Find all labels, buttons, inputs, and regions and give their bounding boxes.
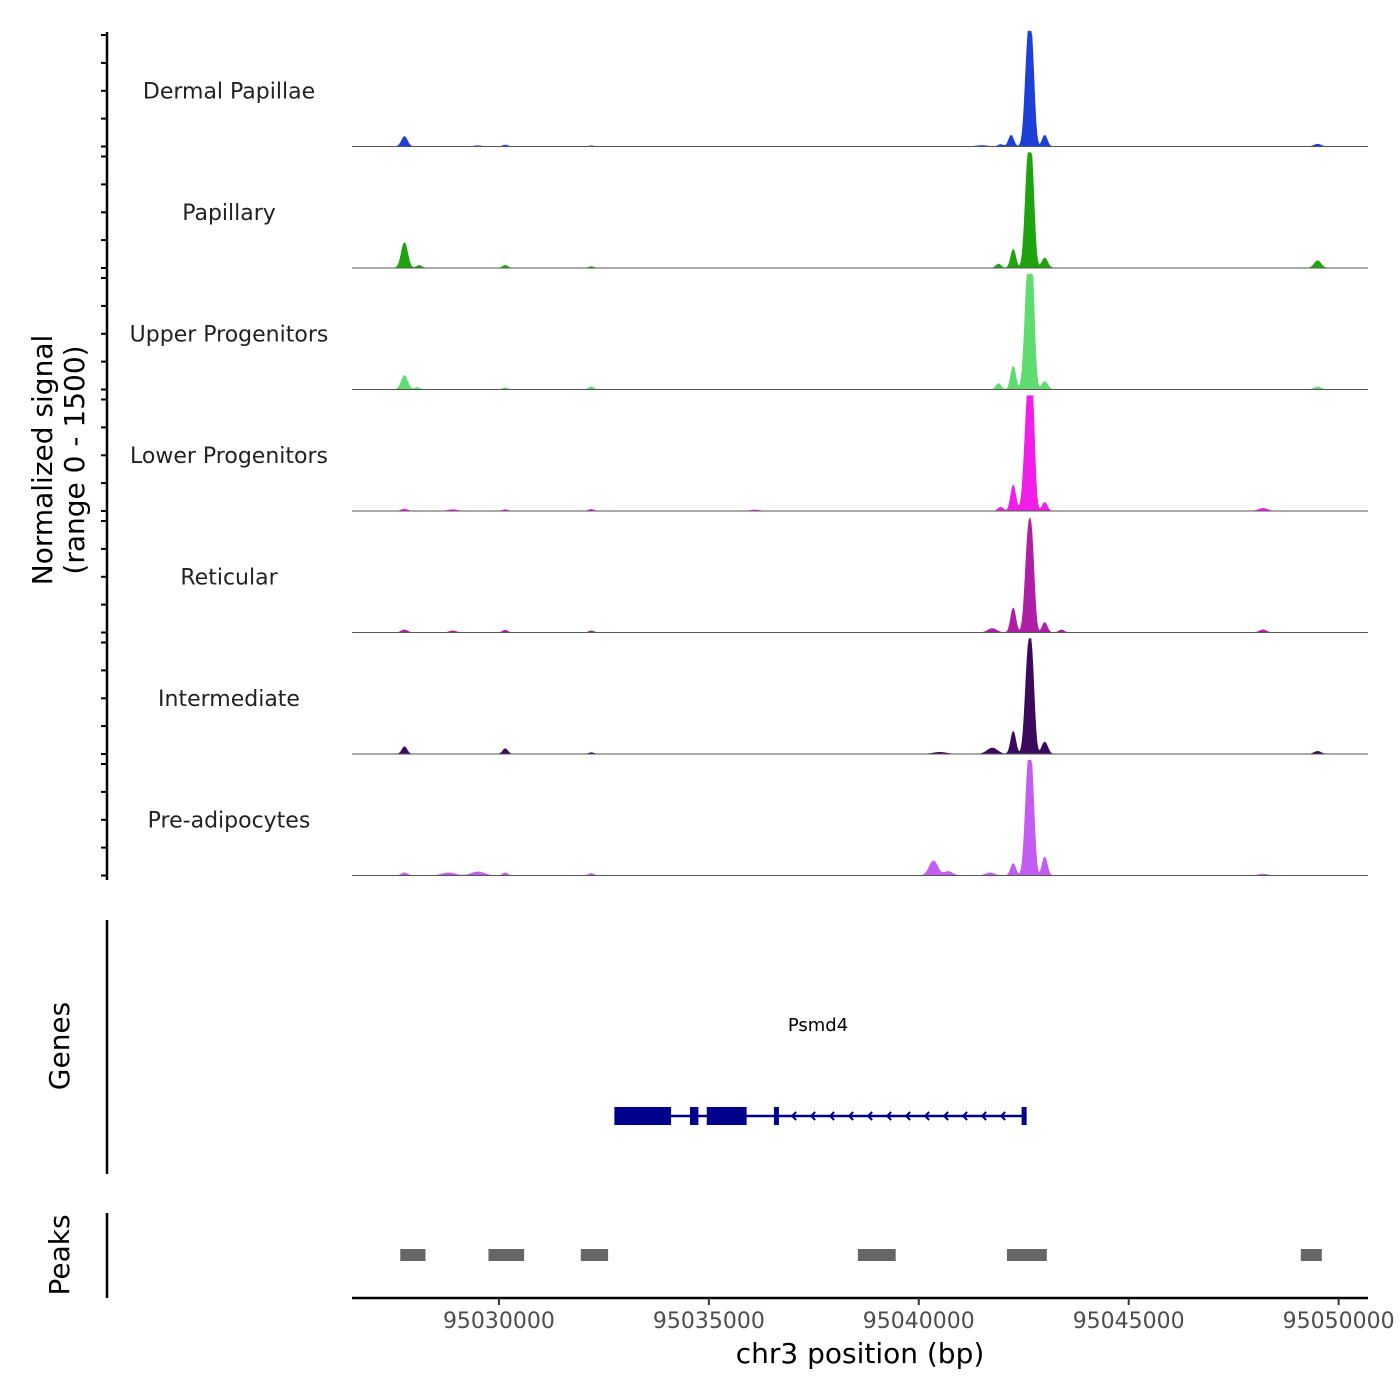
coverage-area [352, 759, 1368, 876]
x-tick-label: 95030000 [443, 1309, 555, 1334]
gene-name-label: Psmd4 [788, 1015, 848, 1036]
genes-track-title: Genes [43, 1002, 76, 1090]
peak-region [488, 1249, 525, 1261]
peak-regions [400, 1249, 1322, 1261]
x-tick-label: 95035000 [653, 1309, 765, 1334]
track-papillary: Papillary [182, 152, 1368, 269]
track-label: Pre-adipocytes [148, 809, 311, 834]
peak-region [857, 1249, 896, 1261]
x-tick-label: 95040000 [863, 1309, 975, 1334]
peak-region [1006, 1249, 1047, 1261]
track-reticular: Reticular [180, 516, 1368, 633]
coverage-area [352, 152, 1368, 269]
strand-arrow [923, 1111, 930, 1121]
strand-arrow [904, 1111, 911, 1121]
gene-strand-arrows [790, 1111, 1006, 1121]
strand-arrow [961, 1111, 968, 1121]
coverage-area [352, 273, 1368, 390]
coverage-tracks: Dermal Papillae Papillary Upper Progenitor… [130, 30, 1368, 876]
coverage-area [352, 395, 1368, 512]
signal-axis-title: Normalized signal (range 0 - 1500) [26, 335, 91, 586]
gene-exon [1021, 1107, 1027, 1125]
peak-region [580, 1249, 609, 1261]
track-dermal-papillae: Dermal Papillae [143, 30, 1368, 147]
track-label: Reticular [180, 566, 278, 591]
coverage-area [352, 516, 1368, 633]
track-lower-progenitors: Lower Progenitors [130, 395, 1368, 512]
strand-arrow [885, 1111, 892, 1121]
strand-arrow [980, 1111, 987, 1121]
track-label: Papillary [182, 201, 276, 226]
strand-arrow [790, 1111, 797, 1121]
strand-arrow [999, 1111, 1006, 1121]
gene-exons [614, 1107, 1027, 1125]
track-label: Lower Progenitors [130, 444, 328, 469]
signal-axis-title-line2: (range 0 - 1500) [58, 345, 91, 574]
signal-y-ticks [101, 34, 107, 877]
strand-arrow [942, 1111, 949, 1121]
peak-region [400, 1249, 426, 1261]
strand-arrow [809, 1111, 816, 1121]
coverage-area [352, 30, 1368, 147]
gene-exon [706, 1107, 747, 1125]
gene-track: Psmd4 [614, 1015, 1027, 1125]
x-tick-label: 95045000 [1073, 1309, 1185, 1334]
track-label: Upper Progenitors [130, 323, 329, 348]
strand-arrow [847, 1111, 854, 1121]
track-label: Intermediate [158, 687, 300, 712]
track-pre-adipocytes: Pre-adipocytes [148, 759, 1368, 876]
peaks-track-title: Peaks [43, 1214, 76, 1295]
coverage-area [352, 638, 1368, 755]
x-axis-ticks: 95030000 95035000 95040000 95045000 95050000 [443, 1298, 1395, 1334]
track-label: Dermal Papillae [143, 80, 315, 105]
peak-region [1300, 1249, 1322, 1261]
gene-exon [689, 1107, 699, 1125]
gene-exon [614, 1107, 672, 1125]
track-upper-progenitors: Upper Progenitors [130, 273, 1368, 390]
strand-arrow [828, 1111, 835, 1121]
x-tick-label: 95050000 [1283, 1309, 1395, 1334]
track-intermediate: Intermediate [158, 638, 1368, 755]
signal-axis-title-line1: Normalized signal [26, 335, 59, 586]
strand-arrow [866, 1111, 873, 1121]
x-axis-title: chr3 position (bp) [736, 1337, 985, 1370]
gene-exon [773, 1107, 779, 1125]
